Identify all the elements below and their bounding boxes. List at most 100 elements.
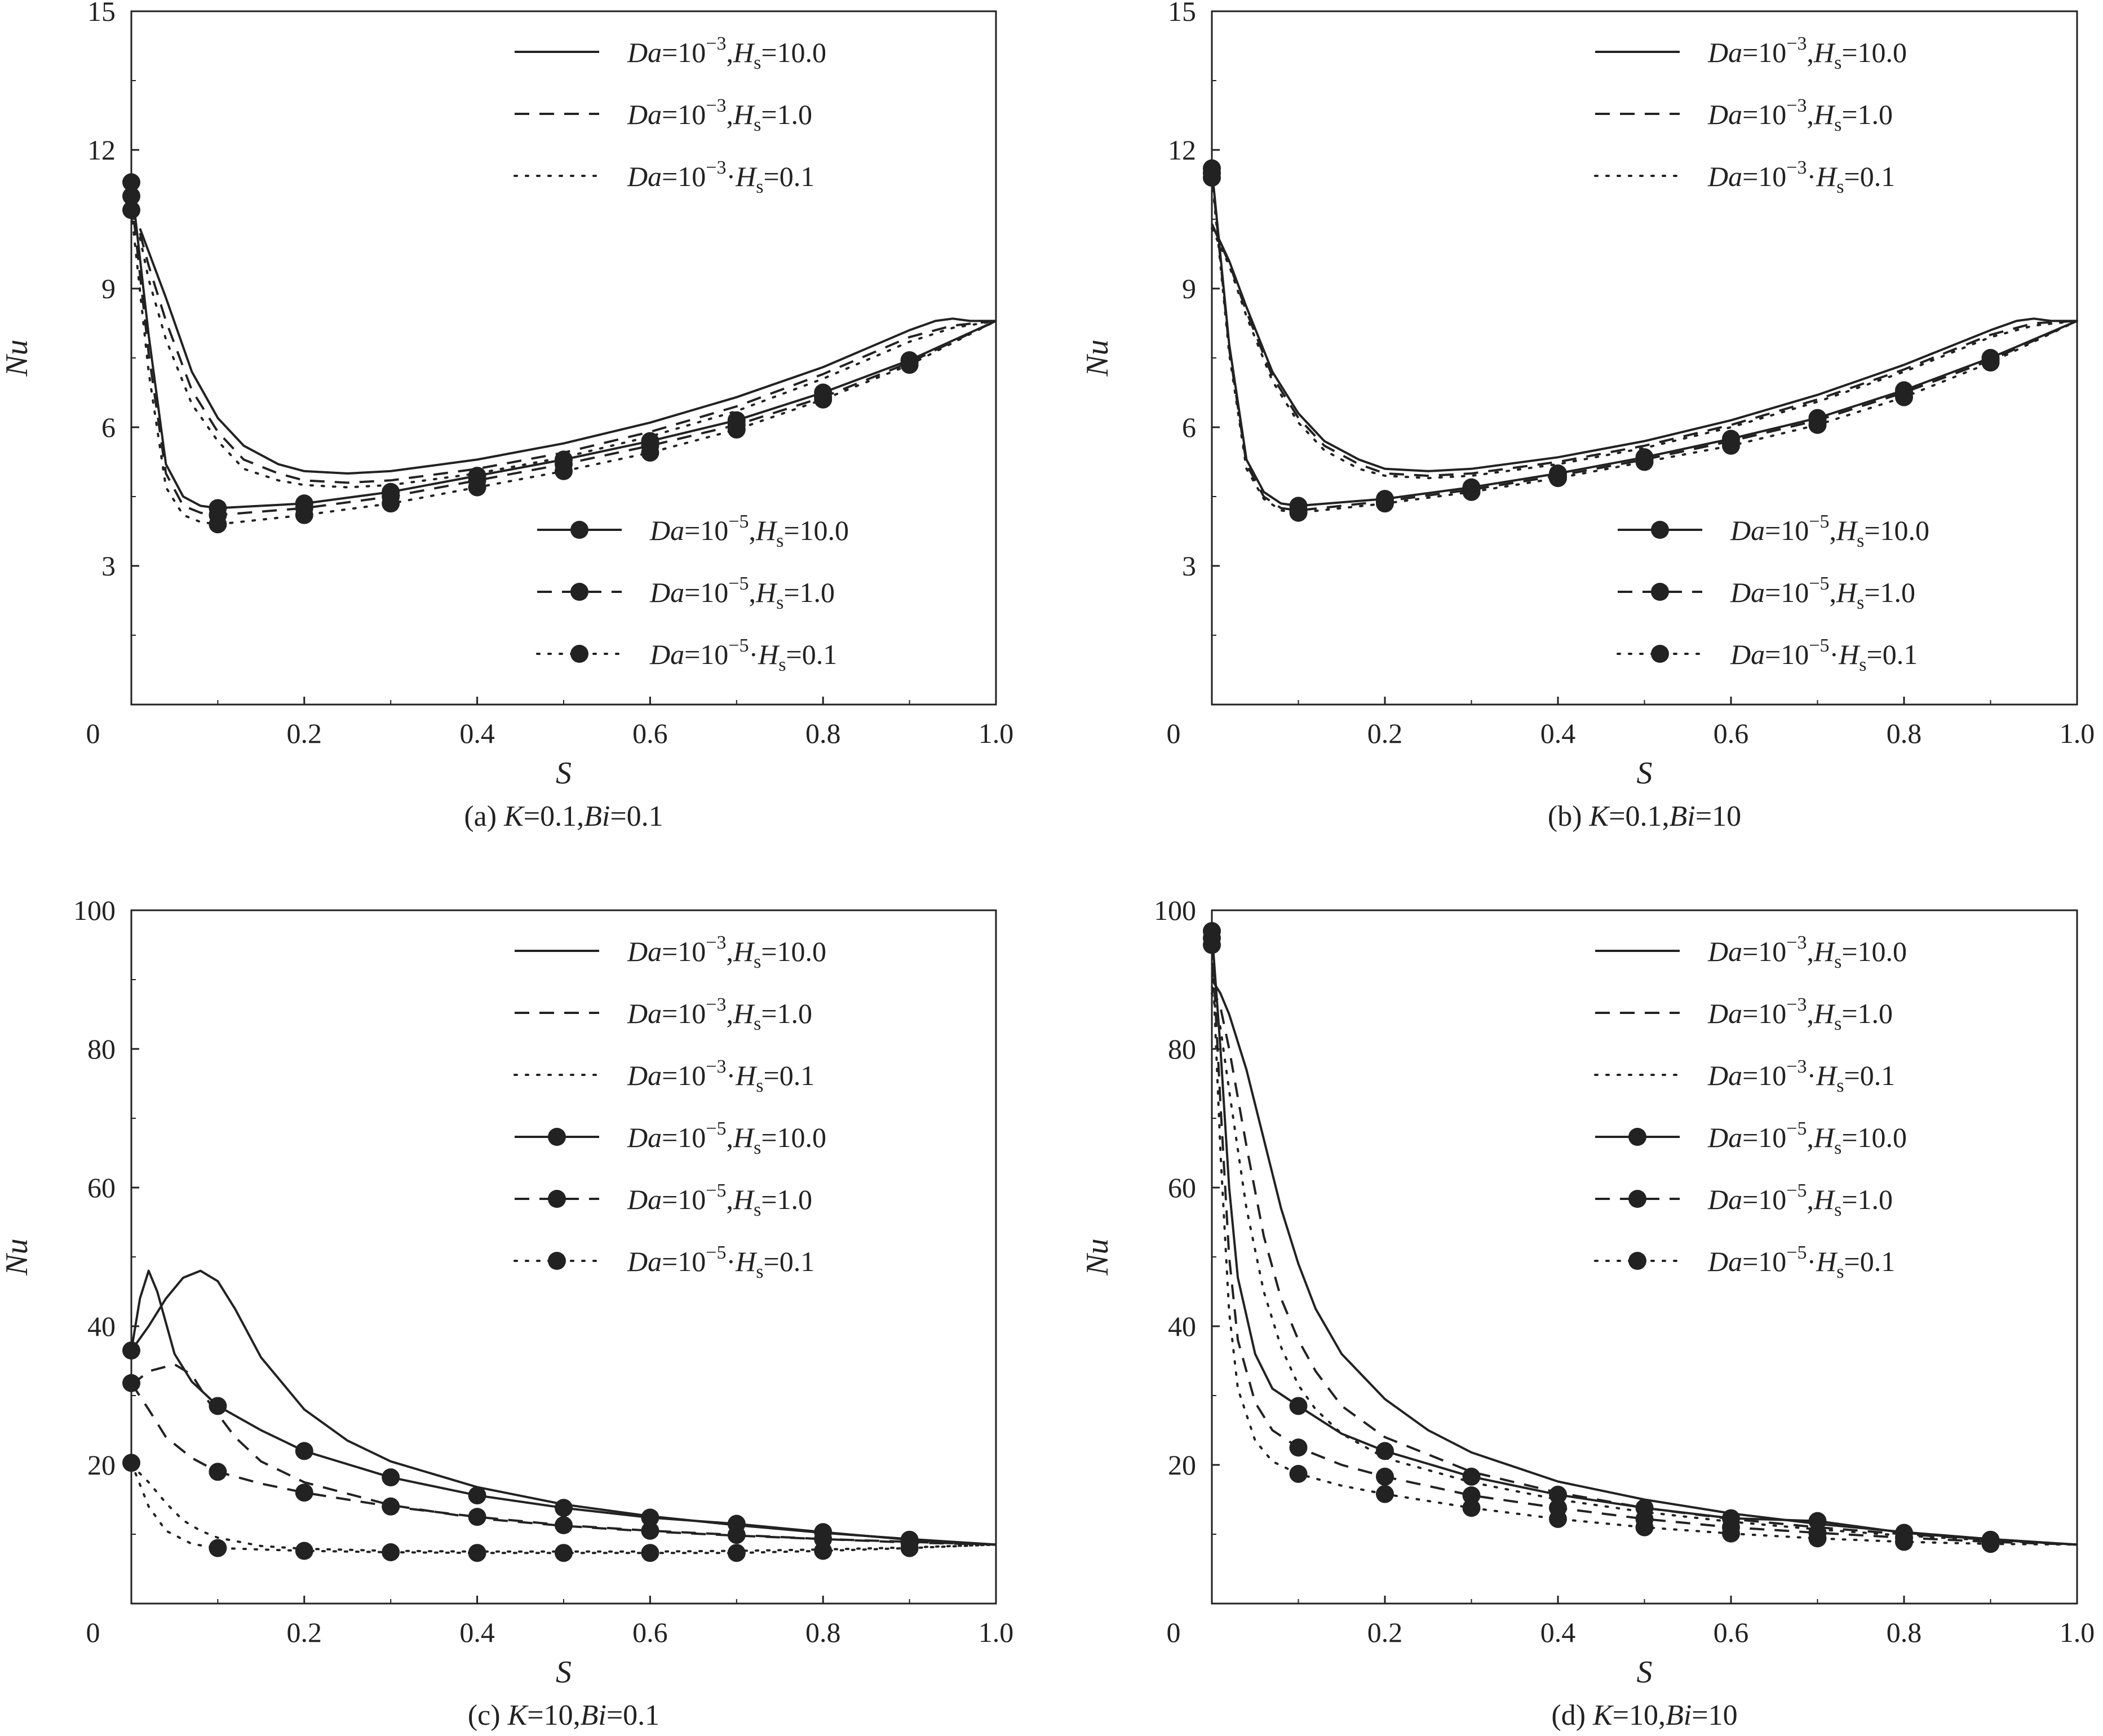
x-tick-label: 0.6 <box>632 1617 668 1648</box>
data-point <box>468 1508 486 1526</box>
legend-label: Da=10−3,Hs=10.0 <box>627 932 826 972</box>
x-tick-label: 1.0 <box>2060 718 2095 749</box>
series-line-1 <box>139 228 996 475</box>
y-axis-label: Nu <box>0 1238 34 1276</box>
x-tick-label: 0.8 <box>1887 1617 1922 1648</box>
data-point <box>814 390 833 409</box>
panel-caption: (b) K=0.1,Bi=10 <box>1548 800 1741 832</box>
legend-marker <box>1651 521 1669 539</box>
legend-label: Da=10−3,Hs=1.0 <box>1707 95 1893 135</box>
series-line-3 <box>1211 227 2078 480</box>
legend-label: Da=10−5,Hs=10.0 <box>627 1118 826 1158</box>
data-point <box>382 494 400 513</box>
series-line-1 <box>130 1269 997 1546</box>
series-line-6 <box>1211 944 2078 1546</box>
data-point <box>727 420 746 439</box>
legend-label: Da=10−3,Hs=10.0 <box>1707 33 1907 73</box>
series-line-5 <box>1211 938 2078 1546</box>
legend-label: Da=10−3,Hs=1.0 <box>627 95 812 135</box>
data-point <box>382 1468 400 1487</box>
chart-panel-a: 0.2 0.4 0.6 0.8 1.0 0 3 6 9 12 15 S Nu (a) K=0.1,Bi=0… <box>0 0 1013 832</box>
data-point <box>295 1542 313 1560</box>
panel-caption: (d) K=10,Bi=10 <box>1551 1699 1737 1731</box>
chart-panel-b: 0.2 0.4 0.6 0.8 1.0 0 3 6 9 12 15 S Nu (b) K=0.1,Bi=1… <box>1080 0 2095 832</box>
legend-label: Da=10−3,Hs=10.0 <box>1707 932 1907 972</box>
data-point <box>555 462 573 480</box>
legend-label: Da=10−3,Hs=1.0 <box>1707 994 1893 1034</box>
data-point <box>1808 1529 1827 1548</box>
y-tick-label: 3 <box>101 550 116 582</box>
legend-label: Da=10−3,Hs=10.0 <box>627 33 826 73</box>
y-tick-label: 80 <box>87 1033 116 1065</box>
series-line-2 <box>1211 223 2078 477</box>
y-tick-label: 40 <box>87 1310 116 1342</box>
legend-label: Da=10−5,Hs=1.0 <box>649 573 835 613</box>
data-point <box>1981 1535 2000 1553</box>
data-point <box>1289 503 1308 522</box>
y-tick-label: 100 <box>1154 894 1196 926</box>
data-point <box>1549 1485 1567 1504</box>
data-point <box>122 1374 140 1392</box>
series-line-4 <box>1211 931 2078 1546</box>
legend-label: Da=10−5·Hs=0.1 <box>649 635 837 675</box>
legend-marker <box>570 583 588 601</box>
data-point <box>295 1483 313 1502</box>
data-point <box>122 173 140 192</box>
data-point <box>727 1526 746 1544</box>
data-point <box>468 1544 486 1562</box>
data-point <box>1722 436 1740 455</box>
data-point <box>814 1542 833 1560</box>
series-line-5 <box>1211 172 2078 512</box>
data-point <box>1289 1438 1308 1457</box>
data-point <box>1635 1518 1654 1536</box>
chart-panel-c: 0.2 0.4 0.6 0.8 1.0 0 20 40 60 80 100 S Nu (c) K=10,B… <box>0 894 1013 1731</box>
x-axis-label: S <box>1637 756 1653 791</box>
data-point <box>1895 1533 1913 1551</box>
x-tick-label: 0.8 <box>805 1617 841 1648</box>
data-point <box>1981 353 2000 372</box>
y-axis-label: Nu <box>1080 339 1115 377</box>
data-point <box>122 187 140 205</box>
x-tick-label: 0.4 <box>1540 718 1576 749</box>
x-tick-label: 1.0 <box>2060 1617 2095 1648</box>
legend-marker <box>1651 645 1669 663</box>
legend-marker <box>1628 1128 1646 1146</box>
data-point <box>641 1544 659 1562</box>
legend-label: Da=10−5,Hs=10.0 <box>649 511 849 551</box>
x-tick-label: 0.4 <box>459 718 495 749</box>
x-tick-label: 0.8 <box>1887 718 1922 749</box>
data-point <box>1203 936 1221 954</box>
y-tick-label: 40 <box>1168 1310 1196 1342</box>
data-point <box>122 1341 140 1360</box>
origin-label: 0 <box>86 718 100 749</box>
legend-label: Da=10−5·Hs=0.1 <box>1730 635 1918 675</box>
legend-marker <box>570 521 588 539</box>
y-tick-label: 3 <box>1182 550 1196 582</box>
panel-caption: (c) K=10,Bi=0.1 <box>468 1699 659 1731</box>
chart-panel-d: 0.2 0.4 0.6 0.8 1.0 0 20 40 60 80 100 S Nu (d) K=10,B… <box>1080 894 2095 1731</box>
x-axis-label: S <box>556 1655 572 1690</box>
legend-label: Da=10−5,Hs=10.0 <box>1707 1118 1907 1158</box>
series-line-3 <box>139 236 997 489</box>
legend-label: Da=10−5,Hs=1.0 <box>1707 1180 1893 1220</box>
data-point <box>1462 1486 1481 1505</box>
data-point <box>1462 1499 1481 1517</box>
series-line-3 <box>130 1464 997 1553</box>
x-tick-label: 0.2 <box>1367 718 1403 749</box>
y-tick-label: 9 <box>1182 273 1196 304</box>
x-tick-label: 0.6 <box>1714 1617 1749 1648</box>
series-line-3 <box>1211 992 2078 1546</box>
y-tick-label: 80 <box>1168 1033 1196 1065</box>
x-tick-label: 1.0 <box>979 718 1014 749</box>
legend-marker <box>548 1252 566 1270</box>
data-point <box>209 1463 227 1481</box>
data-point <box>1722 1524 1740 1543</box>
y-tick-label: 100 <box>73 894 116 926</box>
y-tick-label: 20 <box>87 1449 116 1481</box>
legend-label: Da=10−3·Hs=0.1 <box>1707 157 1895 197</box>
data-point <box>1289 1397 1308 1415</box>
x-tick-label: 0.6 <box>1714 718 1749 749</box>
series-line-2 <box>139 233 997 484</box>
data-point <box>1549 1509 1567 1528</box>
